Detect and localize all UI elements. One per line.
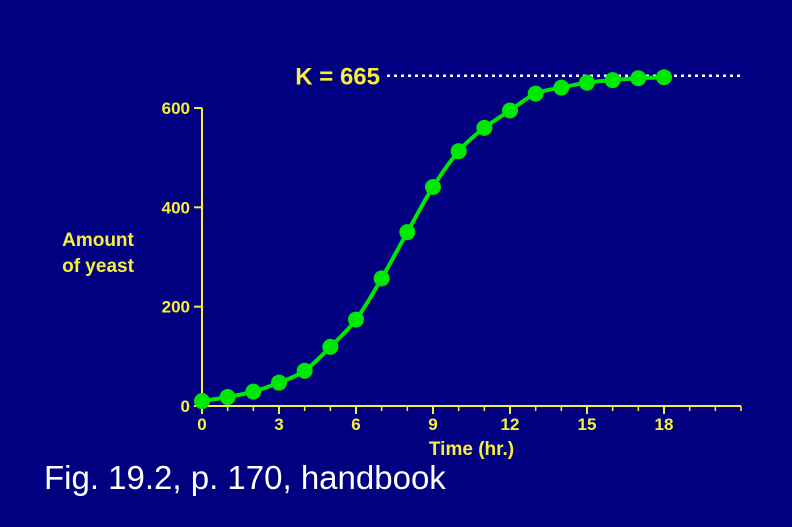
x-tick-label: 12 — [501, 415, 520, 434]
y-tick-label: 400 — [162, 198, 190, 217]
x-tick-label: 9 — [428, 415, 437, 434]
data-point — [656, 69, 672, 86]
growth-curve — [201, 75, 665, 403]
data-point — [425, 178, 441, 195]
y-axis-title-line-1: Amount — [62, 230, 134, 251]
data-point — [271, 374, 287, 391]
data-point — [322, 338, 339, 355]
data-point — [219, 389, 236, 406]
y-tick-label: 200 — [162, 298, 190, 317]
data-point — [450, 143, 467, 160]
data-point — [527, 85, 544, 102]
x-axis-title: Time (hr.) — [429, 439, 514, 460]
data-point — [296, 362, 313, 379]
data-point — [194, 393, 210, 410]
data-point — [476, 119, 493, 136]
y-tick-label: 600 — [162, 99, 190, 118]
x-tick-label: 15 — [578, 415, 597, 434]
k-label: K = 665 — [295, 64, 380, 91]
data-point — [348, 311, 364, 328]
x-tick-label: 0 — [197, 415, 206, 434]
y-tick-label: 0 — [181, 397, 190, 416]
data-point — [553, 79, 570, 96]
data-point — [604, 72, 621, 89]
data-point — [630, 70, 647, 87]
data-point — [502, 102, 518, 119]
x-tick-label: 18 — [655, 415, 674, 434]
data-point — [245, 383, 262, 400]
figure-caption: Fig. 19.2, p. 170, handbook — [44, 459, 446, 496]
data-point — [373, 270, 390, 287]
x-tick-label: 3 — [274, 415, 283, 434]
data-point — [579, 74, 595, 91]
x-tick-label: 6 — [351, 415, 360, 434]
data-point — [399, 224, 416, 241]
y-axis-title-line-2: of yeast — [62, 256, 134, 277]
